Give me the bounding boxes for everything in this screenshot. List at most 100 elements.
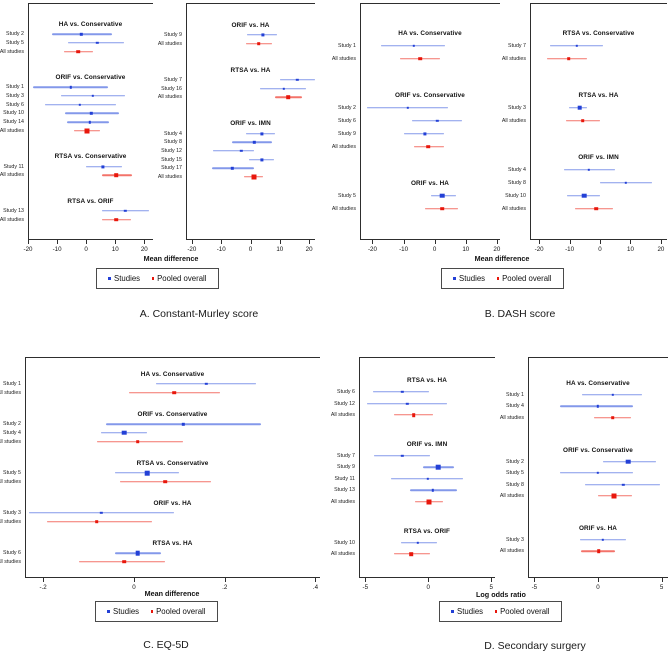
axis-tick — [315, 578, 317, 582]
row-track — [359, 101, 500, 114]
pooled-marker — [257, 41, 261, 46]
legend-entry-pooled: Pooled overall — [151, 274, 207, 283]
group-title: RTSA vs. ORIF — [403, 527, 451, 535]
study-label: Study 5 — [6, 40, 24, 47]
row-track — [24, 429, 320, 438]
forest-row: All studies — [502, 114, 667, 127]
group-title: RTSA vs. HA — [152, 539, 193, 547]
group-title: ORIF vs. HA — [231, 21, 270, 29]
caption-a: A. Constant-Murley score — [139, 308, 259, 320]
pooled-marker-icon — [496, 277, 500, 280]
row-track — [27, 171, 153, 180]
forest-row: All studies — [331, 409, 495, 421]
study-label: All studies — [330, 498, 355, 505]
row-track — [358, 548, 495, 560]
forest-row: All studies — [156, 93, 315, 102]
forest-row: Study 3 — [0, 92, 153, 101]
study-label: All studies — [0, 48, 24, 55]
row-track — [185, 147, 315, 156]
axis-tick-label: .4 — [312, 584, 319, 591]
ci-line — [68, 42, 124, 44]
row-track — [185, 31, 315, 40]
row-track — [24, 420, 320, 429]
legend-label-pooled: Pooled overall — [156, 607, 206, 616]
study-label: All studies — [0, 127, 24, 134]
axis-tick-label: -20 — [187, 246, 197, 253]
pooled-marker — [567, 56, 571, 61]
study-label: Study 4 — [3, 429, 21, 436]
row-track — [358, 409, 495, 421]
axis-tick — [403, 240, 405, 244]
axis-tick — [250, 240, 252, 244]
panel-b-right: RTSA vs. Conservative Study 7 All studies R… — [502, 3, 667, 253]
group-title: RTSA vs. Conservative — [562, 30, 635, 37]
axis-tick — [660, 240, 662, 244]
axis-tick-label: -20 — [534, 246, 544, 253]
axis-tick — [661, 578, 663, 582]
ci-line — [213, 150, 255, 152]
study-label: Study 5 — [3, 469, 21, 476]
forest-row: Study 15 — [156, 155, 315, 164]
study-label: Study 10 — [3, 110, 24, 117]
comparison-group: ORIF vs. IMN Study 7 Study 9 Study 11 Study … — [330, 439, 495, 508]
study-label: All studies — [331, 205, 356, 212]
axis-tick — [434, 240, 436, 244]
study-marker — [587, 168, 590, 171]
study-marker — [123, 209, 127, 213]
axis-tick-label: 20 — [493, 246, 501, 253]
forest-row: Study 7 — [332, 450, 495, 462]
group-title: ORIF vs. HA — [410, 180, 450, 187]
group-title: HA vs. Conservative — [58, 21, 123, 28]
forest-row: Study 3 — [501, 534, 668, 546]
ci-line — [46, 521, 152, 523]
pooled-marker — [114, 217, 119, 222]
study-label: Study 3 — [508, 104, 526, 111]
axis-tick — [191, 240, 193, 244]
forest-row: Study 14 — [0, 118, 153, 127]
study-label: Study 3 — [6, 93, 24, 100]
forest-row: Study 5 — [332, 189, 500, 202]
study-label: Study 1 — [506, 391, 524, 398]
x-axis-title-d: Log odds ratio — [476, 590, 526, 599]
forest-row: Study 10 — [332, 537, 495, 549]
axis-tick — [428, 578, 430, 582]
study-marker — [596, 471, 599, 475]
axis-tick — [539, 240, 541, 244]
row-track — [24, 380, 320, 389]
study-label: Study 9 — [338, 130, 356, 137]
row-track — [27, 127, 153, 136]
axis-tick-label: 0 — [596, 584, 600, 591]
pooled-marker — [426, 499, 432, 505]
comparison-group: RTSA vs. Conservative Study 11 All studies — [0, 151, 153, 179]
study-label: Study 4 — [506, 403, 524, 410]
study-marker — [91, 94, 95, 98]
row-track — [24, 558, 320, 567]
forest-row: Study 4 — [0, 429, 320, 438]
pooled-marker — [418, 56, 422, 61]
study-marker — [406, 402, 409, 405]
row-track — [529, 176, 667, 189]
study-label: Study 6 — [6, 101, 24, 108]
group-title: RTSA vs. HA — [407, 377, 447, 385]
forest-row: Study 13 — [0, 207, 153, 216]
row-track — [27, 207, 153, 216]
forest-row: Study 16 — [156, 84, 315, 93]
axis-tick — [224, 578, 226, 582]
study-marker — [401, 454, 404, 457]
forest-row: Study 7 — [502, 39, 667, 52]
row-track — [358, 386, 495, 398]
study-label: Study 2 — [3, 421, 21, 428]
axis-tick-label: 0 — [132, 584, 136, 591]
legend-label-pooled: Pooled overall — [157, 274, 207, 283]
axis-tick — [372, 240, 374, 244]
ci-line — [575, 207, 614, 210]
studies-marker-icon — [107, 610, 111, 613]
pooled-marker-icon — [494, 610, 498, 613]
group-title: RTSA vs. HA — [578, 92, 619, 99]
row-track — [529, 163, 667, 176]
study-marker — [182, 422, 185, 426]
row-track — [185, 129, 315, 138]
study-label: Study 14 — [3, 119, 24, 126]
study-label: Study 17 — [161, 165, 182, 172]
